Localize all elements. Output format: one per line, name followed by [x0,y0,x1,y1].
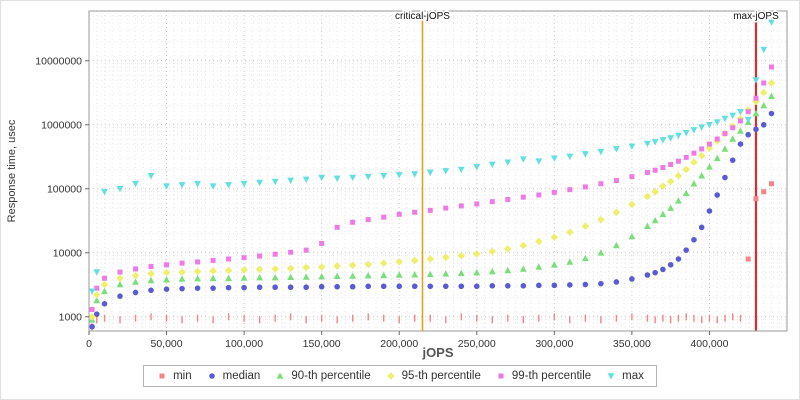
critical-line-label: critical-jOPS [395,11,450,22]
p99-marker-icon [498,373,504,379]
series-p99 [89,64,774,313]
marker-lines [421,11,758,331]
p90-marker-icon [276,372,284,379]
legend-item-p90: 90-th percentile [274,370,371,382]
legend-label: max [622,370,644,382]
y-axis-title: Response time, usec [6,119,18,222]
p95-marker-icon [386,372,395,380]
svg-text:250,000: 250,000 [458,338,496,350]
legend-label: 99-th percentile [511,370,592,382]
svg-text:150,000: 150,000 [303,338,341,350]
legend: min median 90-th percentile 95-th percentil… [143,365,657,387]
median-marker-icon [208,373,215,379]
svg-text:50,000: 50,000 [150,338,182,350]
svg-text:100000: 100000 [47,183,82,195]
series-min [91,181,774,331]
maxline-line-label: max-jOPS [733,11,779,22]
line-labels: critical-jOPS max-jOPS [393,10,780,24]
svg-text:100,000: 100,000 [225,338,263,350]
legend-label: min [173,370,192,382]
svg-text:10000: 10000 [53,247,82,259]
legend-item-median: median [206,370,261,382]
series-max [88,19,775,295]
legend-label: 90-th percentile [291,370,371,382]
legend-item-min: min [156,370,192,382]
legend-row: min median 90-th percentile 95-th percentil… [1,365,799,387]
svg-text:350,000: 350,000 [613,338,651,350]
legend-item-max: max [605,370,644,382]
series-median [89,110,775,330]
axis-ticks: 0 50,000 100,000 150,000 200,000 250,000 300,0… [35,55,728,350]
svg-text:400,000: 400,000 [690,338,728,350]
legend-label: 95-th percentile [401,370,481,382]
svg-text:10000000: 10000000 [35,55,82,67]
svg-text:300,000: 300,000 [535,338,573,350]
data-series [88,19,776,331]
legend-label: median [222,370,261,382]
gridlines [88,11,788,331]
svg-text:0: 0 [86,338,92,350]
x-axis-title: jOPS [421,345,453,360]
min-marker-icon [159,373,165,379]
svg-text:1000: 1000 [59,311,83,323]
legend-item-p99: 99-th percentile [495,370,591,382]
max-marker-icon [607,373,615,380]
plot-border [88,10,788,332]
svg-text:200,000: 200,000 [380,338,418,350]
series-p95 [88,79,776,321]
legend-item-p95: 95-th percentile [385,370,481,382]
scatter-plot: 0 50,000 100,000 150,000 200,000 250,000 300,0… [6,10,788,360]
svg-text:1000000: 1000000 [41,119,82,131]
